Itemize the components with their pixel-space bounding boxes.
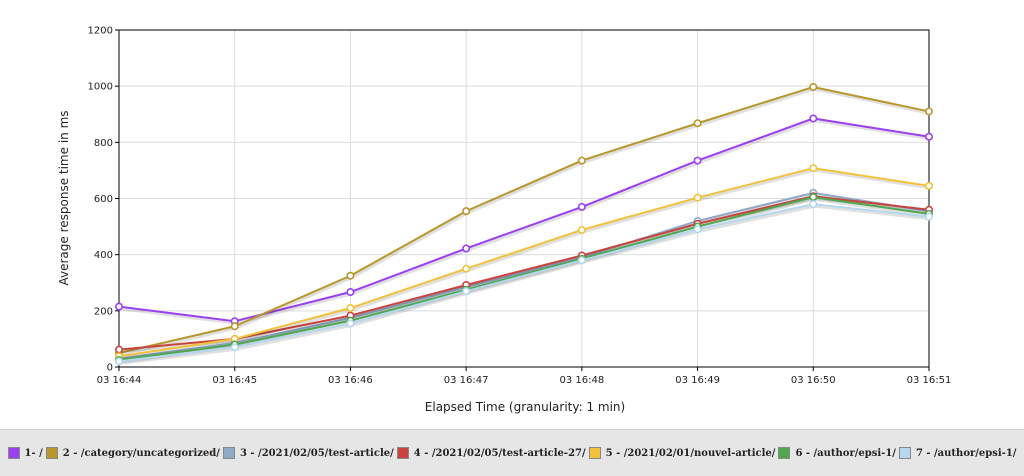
series-line — [118, 203, 930, 363]
series-shadow — [119, 203, 931, 365]
data-point[interactable] — [693, 156, 702, 165]
y-tick-label: 1000 — [88, 82, 113, 93]
x-axis: 03 16:44 03 16:45 03 16:46 03 16:47 03 16:48… — [97, 367, 952, 386]
legend-item-4[interactable]: 4 - /2021/02/05/test-article-27/ — [396, 447, 586, 459]
x-tick-label: 03 16:47 — [444, 375, 489, 386]
data-point[interactable] — [577, 202, 586, 211]
series-line — [118, 167, 930, 358]
series-1 — [115, 114, 933, 326]
data-point[interactable] — [924, 212, 933, 221]
data-point[interactable] — [693, 119, 702, 128]
legend-item-6[interactable]: 6 - /author/epsi-1/ — [778, 447, 896, 459]
data-point[interactable] — [924, 132, 933, 141]
data-point[interactable] — [809, 114, 818, 123]
x-axis-title: Elapsed Time (granularity: 1 min) — [425, 400, 625, 414]
x-tick-label: 03 16:49 — [675, 375, 720, 386]
legend-label: 1- / — [24, 447, 43, 459]
data-point[interactable] — [346, 319, 355, 328]
legend-swatch — [898, 447, 911, 459]
data-point[interactable] — [809, 193, 818, 202]
x-tick-label: 03 16:51 — [907, 375, 952, 386]
y-axis: 0 200 400 600 800 1000 1200 — [88, 26, 119, 374]
data-point[interactable] — [809, 200, 818, 209]
data-point[interactable] — [693, 225, 702, 234]
data-point[interactable] — [809, 164, 818, 173]
legend-item-1[interactable]: 1- / — [7, 447, 43, 459]
series-line — [118, 195, 930, 351]
y-axis-title: Average response time in ms — [57, 110, 71, 285]
legend-swatch — [222, 447, 235, 459]
series-line — [118, 117, 930, 323]
data-point[interactable] — [462, 264, 471, 273]
legend-swatch — [588, 447, 601, 459]
y-tick-label: 400 — [94, 250, 113, 261]
data-point[interactable] — [346, 304, 355, 313]
legend-label: 7 - /author/epsi-1/ — [915, 447, 1017, 459]
legend-item-3[interactable]: 3 - /2021/02/05/test-article/ — [222, 447, 394, 459]
data-point[interactable] — [346, 271, 355, 280]
series-2 — [115, 83, 933, 357]
data-point[interactable] — [462, 207, 471, 216]
y-tick-label: 800 — [94, 138, 113, 149]
data-point[interactable] — [693, 193, 702, 202]
legend-swatch — [778, 447, 791, 459]
x-tick-label: 03 16:50 — [791, 375, 836, 386]
data-point[interactable] — [230, 322, 239, 331]
data-point[interactable] — [577, 156, 586, 165]
x-tick-label: 03 16:46 — [328, 375, 373, 386]
legend-swatch — [45, 447, 58, 459]
legend-label: 6 - /author/epsi-1/ — [795, 447, 896, 459]
series-line — [118, 196, 930, 361]
data-point[interactable] — [577, 225, 586, 234]
y-tick-label: 0 — [107, 363, 113, 374]
series-shadow — [119, 117, 931, 325]
data-point[interactable] — [462, 287, 471, 296]
x-tick-label: 03 16:45 — [212, 375, 257, 386]
data-point[interactable] — [809, 83, 818, 92]
y-tick-label: 600 — [94, 194, 113, 205]
data-point[interactable] — [346, 288, 355, 297]
x-tick-label: 03 16:44 — [97, 375, 142, 386]
data-point[interactable] — [462, 244, 471, 253]
legend-label: 3 - /2021/02/05/test-article/ — [239, 447, 394, 459]
series-group — [115, 83, 933, 366]
data-point[interactable] — [115, 302, 124, 311]
series-5 — [115, 164, 933, 361]
legend: 1- / 2 - /category/uncategorized/3 - /202… — [0, 429, 1024, 476]
series-shadow — [119, 167, 931, 360]
series-7 — [115, 200, 933, 366]
legend-item-5[interactable]: 5 - /2021/02/01/nouvel-article/ — [588, 447, 776, 459]
legend-label: 2 - /category/uncategorized/ — [62, 447, 220, 459]
y-tick-label: 200 — [94, 306, 113, 317]
series-line — [118, 85, 930, 354]
data-point[interactable] — [577, 256, 586, 265]
data-point[interactable] — [115, 345, 124, 354]
data-point[interactable] — [924, 107, 933, 116]
legend-swatch — [396, 447, 409, 459]
legend-swatch — [7, 447, 20, 459]
legend-label: 4 - /2021/02/05/test-article-27/ — [413, 447, 586, 459]
data-point[interactable] — [115, 357, 124, 366]
data-point[interactable] — [230, 343, 239, 352]
legend-item-7[interactable]: 7 - /author/epsi-1/ — [898, 447, 1017, 459]
legend-item-2[interactable]: 2 - /category/uncategorized/ — [45, 447, 220, 459]
series-shadow — [119, 86, 931, 357]
legend-label: 5 - /2021/02/01/nouvel-article/ — [605, 447, 776, 459]
y-tick-label: 1200 — [88, 26, 113, 37]
series-line — [118, 191, 930, 360]
x-tick-label: 03 16:48 — [559, 375, 604, 386]
data-point[interactable] — [924, 181, 933, 190]
